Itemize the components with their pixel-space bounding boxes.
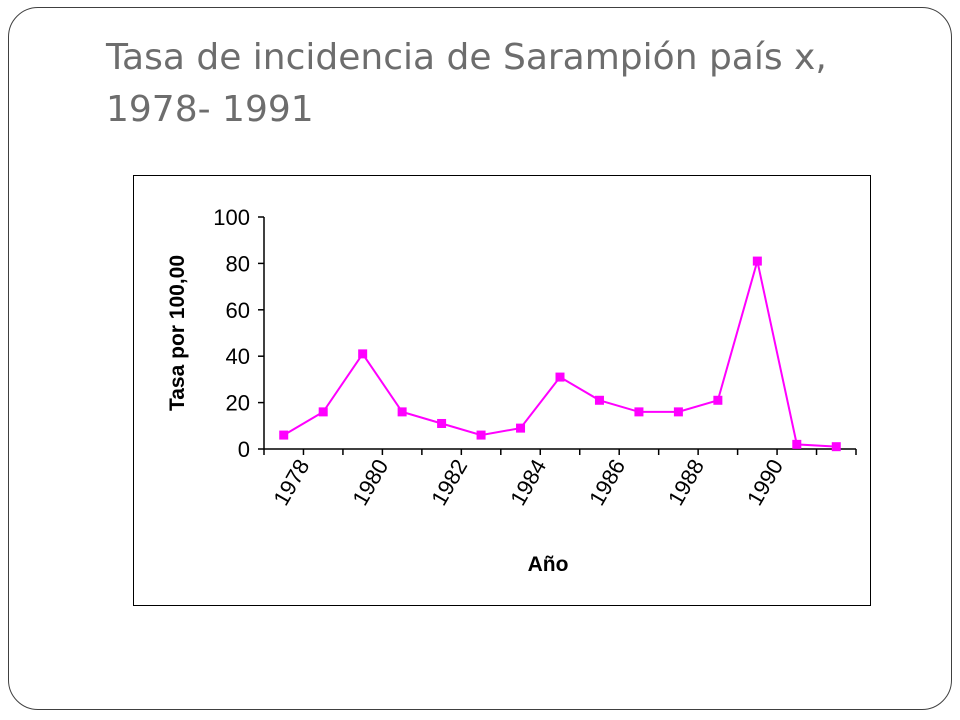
y-tick-label: 80 bbox=[226, 251, 250, 276]
data-point-marker bbox=[634, 407, 644, 417]
data-point-marker bbox=[516, 423, 526, 433]
y-tick-label: 100 bbox=[213, 205, 250, 230]
x-tick-label: 1990 bbox=[742, 455, 788, 510]
data-point-marker bbox=[279, 430, 289, 440]
data-point-marker bbox=[358, 349, 368, 359]
data-point-marker bbox=[831, 442, 841, 452]
x-tick-label: 1982 bbox=[426, 455, 472, 510]
data-point-marker bbox=[752, 256, 762, 266]
data-point-marker bbox=[594, 395, 604, 405]
x-tick-label: 1978 bbox=[268, 455, 314, 510]
data-point-marker bbox=[318, 407, 328, 417]
y-tick-label: 60 bbox=[226, 298, 250, 323]
y-tick-label: 0 bbox=[238, 437, 250, 462]
data-point-marker bbox=[792, 439, 802, 449]
data-point-marker bbox=[476, 430, 486, 440]
data-point-marker bbox=[397, 407, 407, 417]
x-axis-title: Año bbox=[528, 553, 569, 576]
slide-title: Tasa de incidencia de Sarampión país x, … bbox=[106, 37, 896, 130]
line-chart: 0 20 40 60 80 100 1978 1980 1982 1984 1986 1988 199… bbox=[166, 205, 857, 576]
data-point-marker bbox=[555, 372, 565, 382]
y-tick-label: 20 bbox=[226, 391, 250, 416]
x-tick-label: 1988 bbox=[663, 455, 709, 510]
chart-area: 0 20 40 60 80 100 1978 1980 1982 1984 1986 1988 199… bbox=[133, 175, 871, 606]
data-point-marker bbox=[437, 418, 447, 428]
data-point-marker bbox=[713, 395, 723, 405]
y-tick-label: 40 bbox=[226, 344, 250, 369]
data-point-marker bbox=[673, 407, 683, 417]
x-tick-label: 1980 bbox=[347, 455, 393, 510]
y-axis-title: Tasa por 100,00 bbox=[166, 255, 189, 411]
x-tick-label: 1986 bbox=[584, 455, 630, 510]
x-tick-label: 1984 bbox=[505, 455, 551, 510]
